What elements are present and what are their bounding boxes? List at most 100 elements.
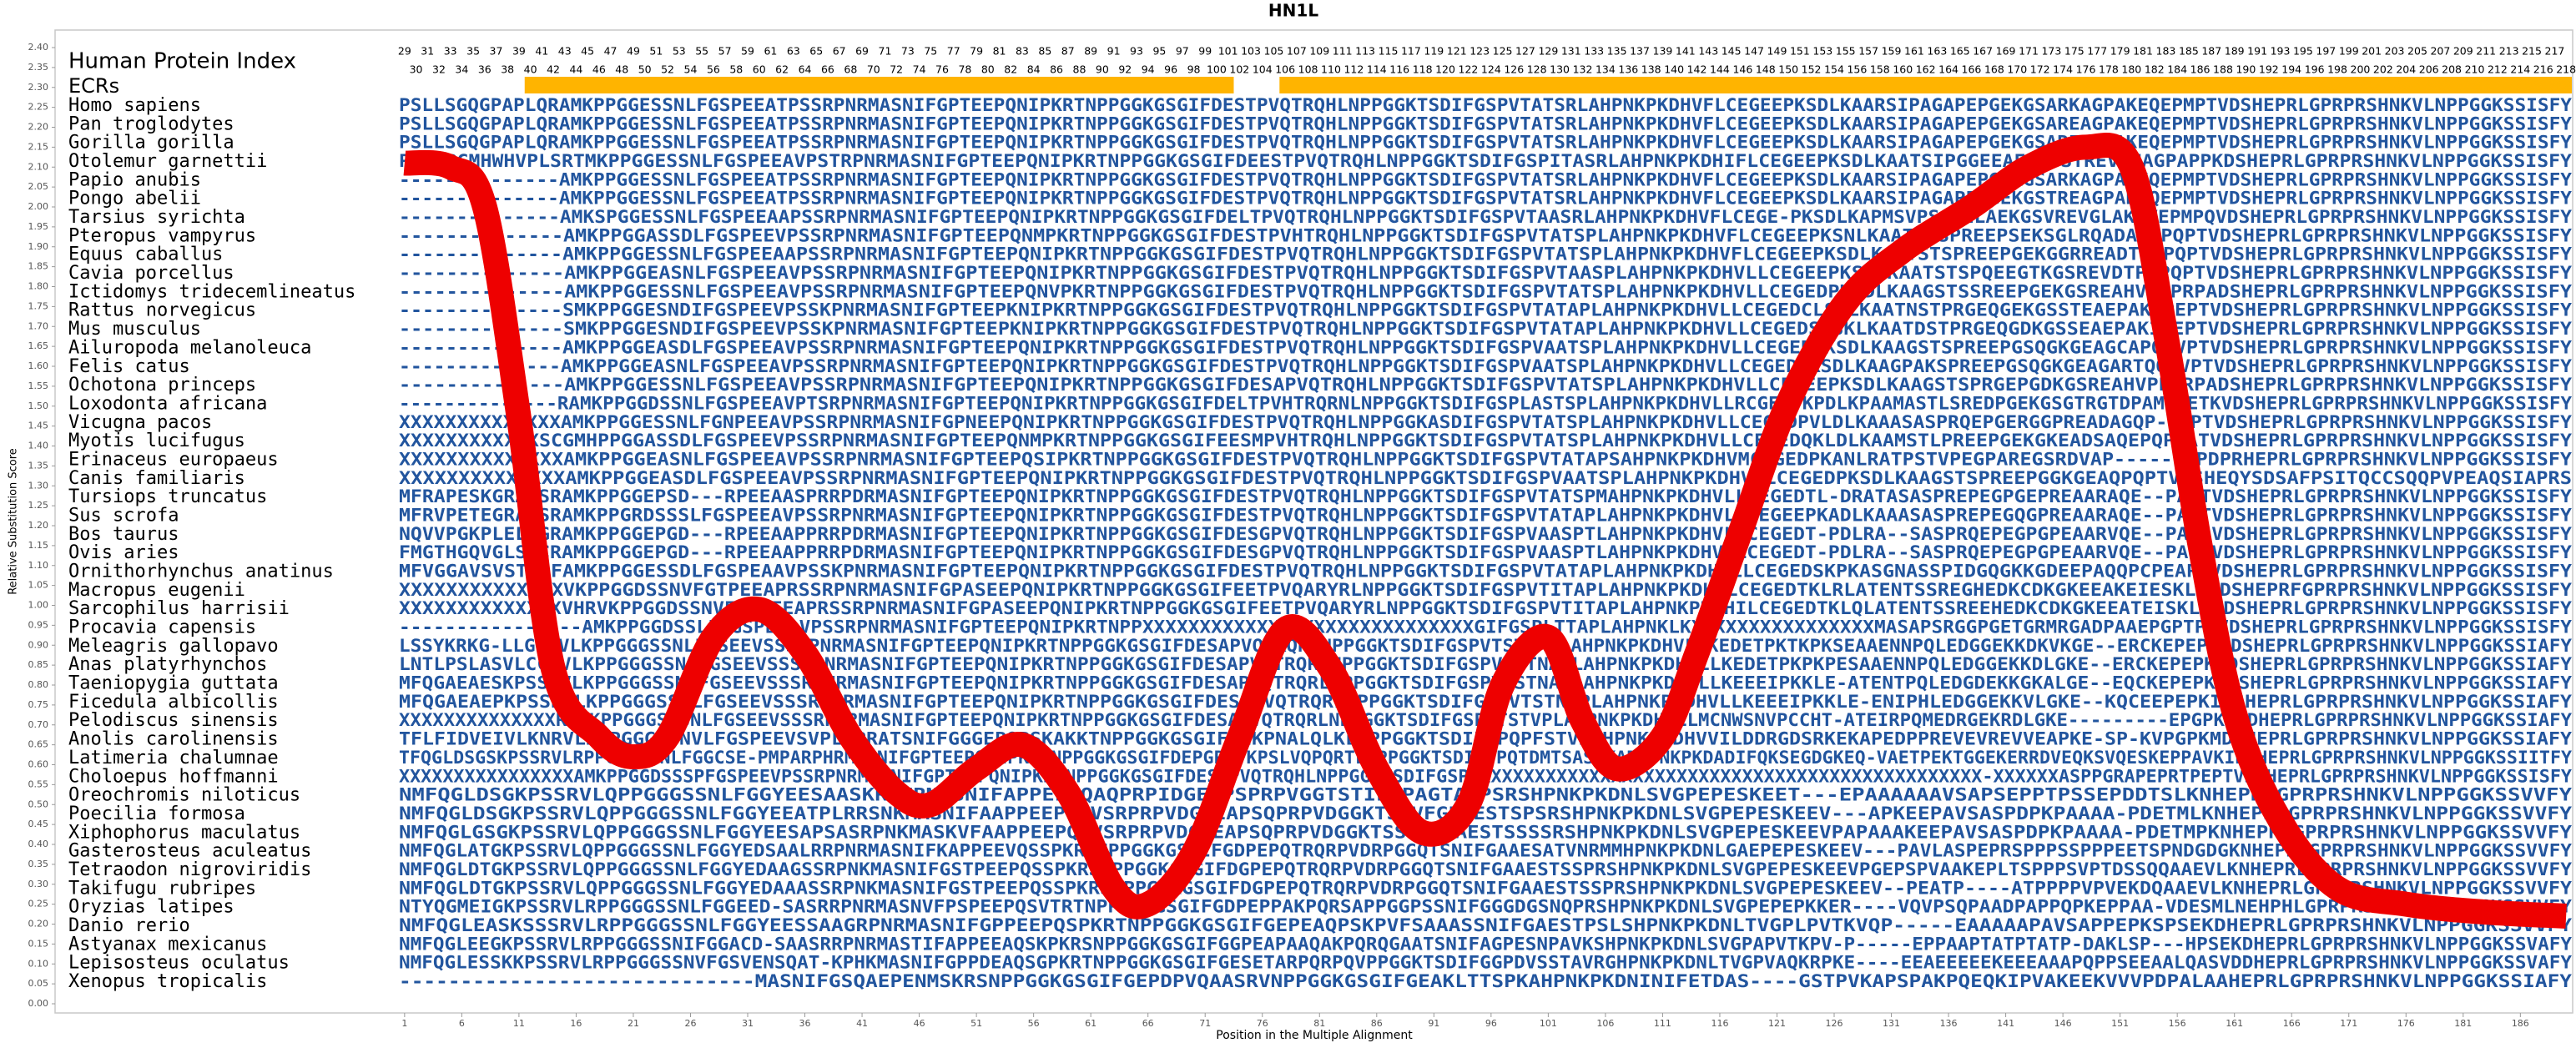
index-number: 110	[1321, 63, 1341, 76]
sequence: MFVGGAVSVSTKGFAMKPPGGESSDLFGSPEAAVPSSKPN…	[399, 562, 2572, 582]
x-tick-label: 166	[2283, 1018, 2301, 1029]
x-tick-label: 146	[2054, 1018, 2072, 1029]
x-tick-label: 126	[1826, 1018, 1843, 1029]
x-tick-label: 11	[513, 1018, 525, 1029]
index-number: 140	[1664, 63, 1684, 76]
index-number: 137	[1630, 45, 1650, 58]
index-number: 194	[2281, 63, 2301, 76]
x-tick-label: 81	[1313, 1018, 1325, 1029]
x-tick-label: 136	[1940, 1018, 1958, 1029]
x-tick-label: 121	[1768, 1018, 1786, 1029]
sequence: NMFQGLDSGKPSSRVLQPPGGGSSNLFGGYEEATPLRRSN…	[399, 804, 2572, 824]
x-tick-label: 131	[1883, 1018, 1900, 1029]
y-tick-label: 0.65	[28, 739, 49, 750]
species-name: Ovis aries	[68, 542, 179, 563]
species-name: Gasterosteus aculeatus	[68, 841, 311, 862]
index-number: 166	[1962, 63, 1982, 76]
x-tick-label: 76	[1257, 1018, 1268, 1029]
species-name: Macropus eugenii	[68, 580, 245, 601]
y-tick-label: 2.10	[28, 161, 49, 172]
index-number: 59	[741, 45, 754, 58]
index-number: 101	[1218, 45, 1238, 58]
index-number: 64	[799, 63, 812, 76]
species-name: Vicugna pacos	[68, 412, 212, 433]
sequence: PSLLSGQGPAPLQRAMKPPGGESSNLFGSPEEATPSSRPN…	[399, 133, 2572, 153]
species-name: Pongo abelii	[68, 189, 201, 209]
index-number: 122	[1459, 63, 1479, 76]
index-number: 180	[2121, 63, 2141, 76]
y-tick-label: 1.50	[28, 401, 49, 411]
sequence: --------------AMKPPGGEASNLFGSPEEAVPSSRPN…	[399, 263, 2572, 283]
species-name: Taeniopygia guttata	[68, 673, 279, 694]
y-tick-label: 2.35	[28, 62, 49, 73]
index-number: 177	[2087, 45, 2107, 58]
index-number: 38	[501, 63, 514, 76]
species-name: Mus musculus	[68, 319, 201, 340]
index-number: 31	[421, 45, 434, 58]
y-tick-label: 1.35	[28, 460, 49, 471]
y-tick-label: 0.35	[28, 859, 49, 869]
index-number: 193	[2271, 45, 2291, 58]
species-name: Cavia porcellus	[68, 263, 234, 284]
index-number: 70	[867, 63, 880, 76]
index-number: 141	[1676, 45, 1696, 58]
y-tick-label: 2.00	[28, 201, 49, 212]
y-tick-label: 2.30	[28, 82, 49, 93]
sequence: XXXXXXXXXXXXXXAMKPPGGEASNLFGSPEEAVPSSRPN…	[399, 449, 2572, 469]
species-name: Tetraodon nigroviridis	[68, 859, 311, 880]
x-tick-label: 116	[1711, 1018, 1728, 1029]
x-tick-label: 1	[401, 1018, 407, 1029]
index-number: 119	[1424, 45, 1444, 58]
y-tick-label: 2.05	[28, 181, 49, 192]
y-tick-label: 1.15	[28, 540, 49, 551]
x-tick-label: 111	[1654, 1018, 1671, 1029]
index-number: 156	[1847, 63, 1867, 76]
index-number: 190	[2236, 63, 2256, 76]
index-number: 147	[1744, 45, 1764, 58]
score-curve	[403, 133, 2567, 929]
index-number: 160	[1893, 63, 1913, 76]
index-number: 116	[1389, 63, 1409, 76]
y-tick-label: 2.20	[28, 122, 49, 133]
index-number: 148	[1756, 63, 1776, 76]
index-number: 90	[1096, 63, 1109, 76]
index-number: 130	[1550, 63, 1570, 76]
sequence: --------------AMKPPGGESSNLFGSPEEAAPSSRPN…	[399, 244, 2572, 265]
index-number: 213	[2499, 45, 2519, 58]
species-name: Gorilla gorilla	[68, 133, 234, 154]
species-name: Canis familiaris	[68, 468, 245, 489]
x-tick-label: 61	[1085, 1018, 1096, 1029]
index-number: 184	[2167, 63, 2187, 76]
index-number: 214	[2510, 63, 2530, 76]
index-number: 198	[2327, 63, 2347, 76]
y-axis-label: Relative Substitution Score	[8, 448, 20, 595]
index-number: 136	[1618, 63, 1638, 76]
index-number: 83	[1016, 45, 1029, 58]
y-tick-label: 0.75	[28, 699, 49, 710]
index-number: 138	[1641, 63, 1661, 76]
index-number: 73	[901, 45, 915, 58]
index-number: 82	[1004, 63, 1017, 76]
index-number: 103	[1241, 45, 1261, 58]
index-number: 72	[890, 63, 903, 76]
species-name: Anolis carolinensis	[68, 729, 279, 750]
sequence: NMFQGLDTGKPSSRVLQPPGGGSSNLFGGYEDAAASSRPN…	[399, 878, 2572, 898]
index-number: 104	[1253, 63, 1273, 76]
y-tick-label: 0.80	[28, 679, 49, 690]
y-tick-label: 1.60	[28, 360, 49, 371]
y-tick-label: 0.85	[28, 659, 49, 670]
x-tick-label: 16	[570, 1018, 582, 1029]
index-number: 111	[1333, 45, 1353, 58]
index-number: 30	[410, 63, 423, 76]
index-number: 108	[1298, 63, 1318, 76]
index-number: 188	[2213, 63, 2233, 76]
species-name: Tursiops truncatus	[68, 486, 267, 507]
index-number: 118	[1413, 63, 1433, 76]
index-number: 43	[558, 45, 572, 58]
sequence: FMGTHGQVGLSACRAMKPPGGEPGD---RPEEAAPPRRPD…	[399, 542, 2572, 562]
index-number: 52	[661, 63, 674, 76]
y-tick-label: 0.70	[28, 719, 49, 730]
index-number: 61	[764, 45, 777, 58]
species-name: Homo sapiens	[68, 95, 201, 116]
